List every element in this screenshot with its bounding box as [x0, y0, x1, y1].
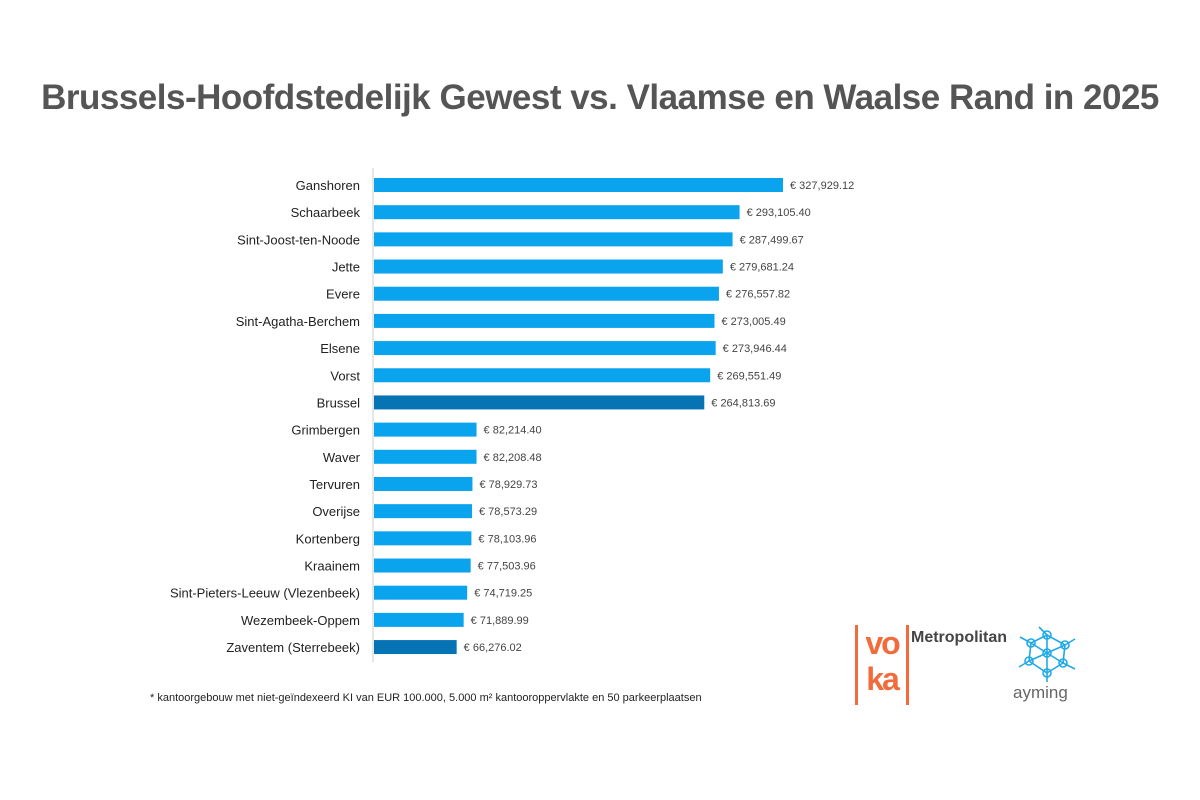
- bar: [374, 232, 733, 247]
- bar: [374, 612, 464, 627]
- bar: [374, 205, 740, 220]
- category-label: Kraainem: [304, 559, 360, 574]
- bar: [374, 178, 783, 192]
- category-label: Jette: [332, 260, 360, 275]
- bar: [374, 558, 471, 573]
- bar: [374, 531, 472, 546]
- category-label: Tervuren: [309, 477, 360, 492]
- voka-logo: vo ka: [855, 625, 909, 705]
- category-label: Kortenberg: [296, 531, 360, 546]
- bar: [374, 476, 473, 491]
- category-label: Grimbergen: [291, 423, 360, 438]
- category-label: Overijse: [312, 504, 360, 519]
- value-label: € 82,208.48: [484, 452, 542, 464]
- ayming-network-icon: [1018, 626, 1076, 682]
- category-label: Sint-Joost-ten-Noode: [237, 232, 360, 247]
- value-label: € 269,551.49: [717, 370, 781, 382]
- category-label: Brussel: [317, 395, 360, 410]
- bar: [374, 395, 705, 410]
- bar: [374, 313, 715, 328]
- category-label: Wezembeek-Oppem: [241, 613, 360, 628]
- footnote: * kantoorgebouw met niet-geïndexeerd KI …: [150, 692, 702, 704]
- category-label: Evere: [326, 287, 360, 302]
- value-label: € 273,946.44: [723, 343, 787, 355]
- value-label: € 279,681.24: [730, 262, 794, 274]
- category-label: Waver: [323, 450, 361, 465]
- bar: [374, 640, 457, 655]
- value-label: € 273,005.49: [721, 316, 785, 328]
- bar: [374, 286, 719, 301]
- metropolitan-logo-text: Metropolitan: [911, 629, 1007, 646]
- category-label: Zaventem (Sterrebeek): [226, 640, 360, 655]
- value-label: € 74,719.25: [474, 588, 532, 600]
- value-label: € 78,929.73: [479, 479, 537, 491]
- category-label: Vorst: [330, 368, 360, 383]
- bar: [374, 422, 477, 437]
- bar: [374, 504, 472, 519]
- value-label: € 276,557.82: [726, 289, 790, 301]
- category-label: Sint-Agatha-Berchem: [236, 314, 360, 329]
- category-label: Ganshoren: [296, 178, 360, 193]
- ayming-logo-text: ayming: [1013, 683, 1068, 702]
- category-label: Sint-Pieters-Leeuw (Vlezenbeek): [170, 586, 360, 601]
- value-label: € 71,889.99: [471, 615, 529, 627]
- logos: vo ka Metropolitan ayming: [855, 625, 1095, 710]
- value-label: € 66,276.02: [464, 642, 522, 654]
- value-label: € 78,103.96: [478, 533, 536, 545]
- chart-title: Brussels-Hoofdstedelijk Gewest vs. Vlaam…: [41, 78, 1159, 117]
- value-label: € 78,573.29: [479, 506, 537, 518]
- category-label: Elsene: [320, 341, 360, 356]
- value-label: € 287,499.67: [740, 234, 804, 246]
- bar: [374, 585, 468, 600]
- bar: [374, 368, 711, 383]
- value-label: € 82,214.40: [484, 425, 542, 437]
- bar: [374, 341, 716, 356]
- value-label: € 77,503.96: [478, 561, 536, 573]
- value-label: € 264,813.69: [711, 397, 775, 409]
- value-label: € 293,105.40: [747, 207, 811, 219]
- value-label: € 327,929.12: [790, 180, 854, 192]
- bar: [374, 259, 723, 274]
- bar: [374, 449, 477, 464]
- category-label: Schaarbeek: [291, 205, 361, 220]
